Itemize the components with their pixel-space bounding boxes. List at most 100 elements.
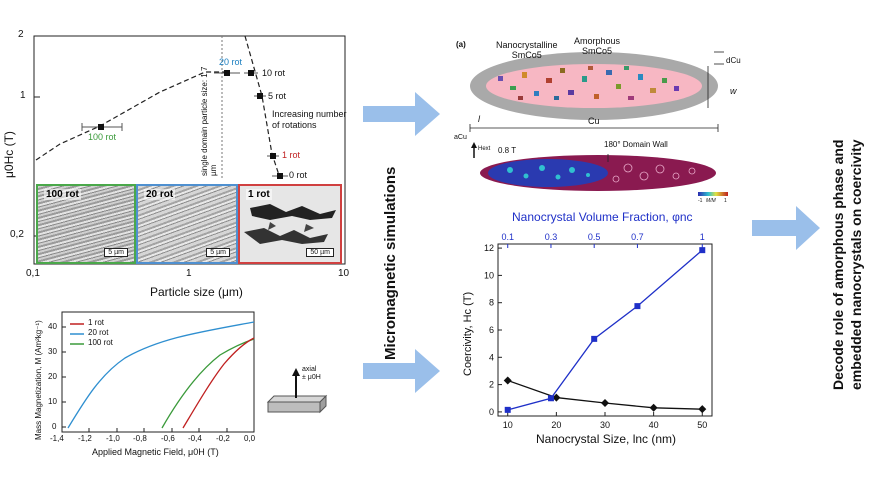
- top-tick-label-1: 1: [700, 232, 705, 242]
- top-tick-label-0.1: 0.1: [501, 232, 514, 242]
- series-1-point-1: [547, 395, 554, 402]
- x-tick-label-0.1: 0,1: [26, 268, 40, 279]
- arrow-right: [752, 206, 820, 250]
- mag-x-ticks: [61, 428, 255, 432]
- decode-line-2: embedded nanocrystals on coercivity: [848, 139, 864, 390]
- mag-plot-xlabel: Applied Magnetic Field, μ0H (T): [92, 447, 219, 457]
- axial-field-row: ± μ0H: [302, 374, 321, 382]
- schematic-svg: [469, 51, 728, 196]
- increasing-note-line2: of rotations: [272, 120, 317, 130]
- x-tick-label-10: 10: [503, 420, 513, 430]
- colorbar: [698, 192, 728, 196]
- y-tick-label-2: 2: [489, 380, 494, 390]
- micrograph-label-20-rot: 20 rot: [144, 189, 176, 200]
- top-tick-label-0.3: 0.3: [545, 232, 558, 242]
- domain-wall-label: 180° Domain Wall: [604, 140, 668, 149]
- label-5-rot: 5 rot: [268, 91, 287, 101]
- increasing-note-line1: Increasing number: [272, 109, 347, 119]
- colorbar-max: 1: [724, 198, 727, 204]
- d-cu-label: dCu: [726, 56, 741, 65]
- scale-bar-1-rot: 50 µm: [306, 248, 334, 257]
- mag-plot-svg: [61, 311, 328, 433]
- mag-x-tick-3: -1,0: [106, 434, 120, 443]
- decode-label: Decode role of amorphous phase and embed…: [829, 139, 865, 390]
- w-label: w: [730, 86, 737, 96]
- series-0-point-2: [601, 399, 609, 408]
- point-0-rot: [272, 173, 288, 179]
- y-tick-label-10: 10: [484, 270, 494, 280]
- y-tick-label-0.2: 0,2: [10, 229, 24, 240]
- scale-bar-20-rot: 5 µm: [206, 248, 230, 257]
- label-1-rot: 1 rot: [282, 150, 301, 160]
- series-0-point-1: [552, 393, 561, 402]
- arrow-bottom: [363, 349, 440, 393]
- mag-x-tick-1: -1,4: [50, 434, 64, 443]
- trend-line-left: [35, 71, 230, 161]
- l-label: l: [478, 114, 480, 124]
- mag-y-tick-10: 10: [48, 397, 57, 406]
- y-tick-label-8: 8: [489, 298, 494, 308]
- micrograph-label-100-rot: 100 rot: [44, 189, 81, 200]
- curve-20-rot: [67, 321, 255, 429]
- micrograph-label-1-rot: 1 rot: [246, 189, 272, 200]
- micrograph-1-rot-texture: [244, 204, 336, 244]
- dimension-lines: [469, 51, 724, 132]
- mag-y-tick-40: 40: [48, 322, 57, 331]
- mag-y-tick-20: 20: [48, 372, 57, 381]
- x-tick-label-1: 1: [186, 268, 192, 279]
- colorbar-min: -1: [698, 198, 703, 204]
- mag-y-tick-0: 0: [52, 422, 57, 431]
- y-tick-label-4: 4: [489, 352, 494, 362]
- amorphous-label-2: SmCo5: [582, 46, 613, 56]
- x-tick-label-40: 40: [649, 420, 659, 430]
- mag-x-tick-4: -0,8: [133, 434, 147, 443]
- micrograph-20-rot: 20 rot 5 µm: [136, 184, 238, 264]
- particle-plot-svg: [33, 35, 346, 265]
- chart-xlabel: Nanocrystal Size, lnc (nm): [536, 432, 677, 446]
- particle-plot-xlabel: Particle size (μm): [150, 285, 243, 299]
- mag-y-tick-30: 30: [48, 347, 57, 356]
- point-10-rot: [244, 70, 258, 76]
- top-tick-label-0.7: 0.7: [631, 232, 644, 242]
- top-axis-label: Nanocrystal Volume Fraction, φnc: [512, 210, 693, 224]
- mag-legend-100-rot: 100 rot: [88, 338, 113, 347]
- y-tick-label-12: 12: [484, 243, 494, 253]
- top-tick-label-0.5: 0.5: [588, 232, 601, 242]
- point-20-rot: [214, 70, 240, 76]
- mag-legend-20-rot: 20 rot: [88, 328, 109, 337]
- decode-line-1: Decode role of amorphous phase and: [830, 139, 846, 391]
- y-tick-label-2: 2: [18, 29, 24, 40]
- mag-legend: [70, 323, 84, 345]
- point-1-rot: [267, 153, 279, 159]
- x-tick-label-10: 10: [338, 268, 350, 279]
- mag-y-ticks: [62, 326, 66, 428]
- curve-100-rot: [161, 338, 255, 429]
- axial-label-group: axial ± μ0H: [302, 366, 321, 382]
- micrograph-100-rot: 100 rot 5 µm: [36, 184, 136, 264]
- hext-arrowhead: [471, 142, 477, 148]
- h-ext-label: Hext: [478, 146, 491, 152]
- series-0-point-0: [503, 376, 512, 385]
- domain-blue-region: [488, 159, 608, 187]
- amorphous-label-1: Amorphous: [574, 36, 621, 46]
- scale-bar-100-rot: 5 µm: [104, 248, 128, 257]
- y-tick-label-6: 6: [489, 325, 494, 335]
- x-tick-label-30: 30: [600, 420, 610, 430]
- point-100-rot: [81, 123, 123, 131]
- axial-label: axial: [302, 366, 317, 373]
- trend-line-right: [244, 35, 281, 179]
- series-1-point-0: [504, 406, 511, 413]
- mag-x-tick-8: 0,0: [244, 434, 256, 443]
- series-line-1: [507, 249, 703, 411]
- label-100-rot: 100 rot: [88, 132, 117, 142]
- colorbar-label: M/M: [706, 198, 716, 204]
- label-0-rot: 0 rot: [289, 170, 308, 180]
- axial-field: μ0H: [307, 374, 321, 381]
- amorphous-label: Amorphous SmCo5: [574, 36, 620, 56]
- label-20-rot: 20 rot: [219, 57, 243, 67]
- axial-sample-icon: [266, 368, 328, 414]
- mag-x-tick-6: -0,4: [188, 434, 202, 443]
- cu-label: Cu: [588, 116, 600, 126]
